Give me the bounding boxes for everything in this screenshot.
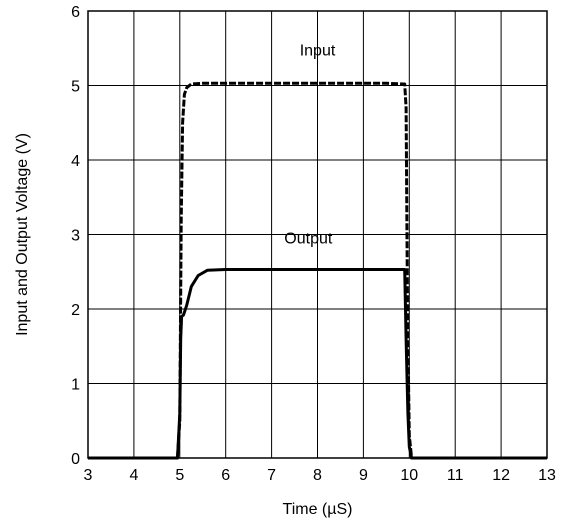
y-tick-label: 6 [71,4,80,21]
x-tick-label: 10 [400,467,418,484]
y-tick-label: 5 [71,79,80,96]
x-tick-label: 9 [359,467,368,484]
x-tick-label: 12 [492,467,510,484]
grid [88,11,547,458]
x-tick-label: 6 [221,467,230,484]
y-tick-label: 1 [71,377,80,394]
x-tick-label: 11 [447,467,464,484]
x-tick-label: 7 [267,467,276,484]
y-tick-label: 3 [71,228,80,245]
x-tick-label: 8 [313,467,322,484]
x-tick-label: 13 [538,467,556,484]
y-axis-label: Input and Output Voltage (V) [14,133,31,336]
series-label-input: Input [300,43,336,60]
y-tick-label: 2 [71,302,80,319]
series-output-line [88,268,547,460]
series-label-output: Output [284,230,333,247]
x-tick-label: 4 [129,467,138,484]
series-annotations: Input Output [284,43,336,248]
traces [88,81,547,460]
x-tick-label: 5 [175,467,184,484]
x-tick-label: 3 [84,467,93,484]
x-axis-label: Time (µS) [283,501,353,518]
plot-area-frame [87,10,548,459]
y-tick-label: 4 [71,153,80,170]
y-tick-label: 0 [71,451,80,468]
